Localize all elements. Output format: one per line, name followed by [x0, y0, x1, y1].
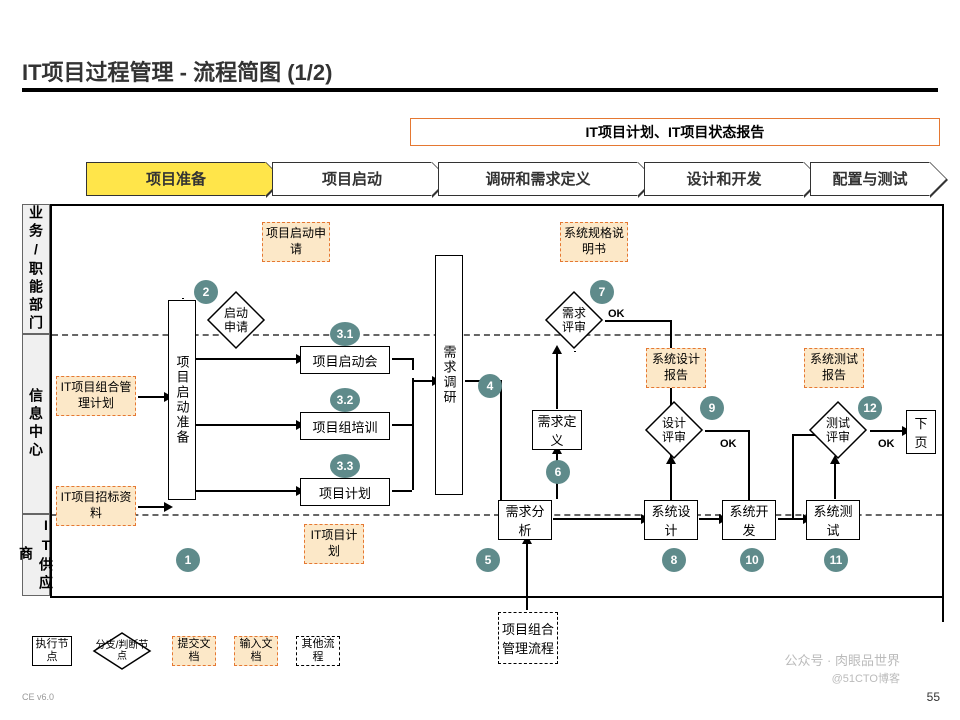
footer-right: 55 — [927, 690, 940, 704]
arrow — [705, 430, 748, 432]
legend-执行节点: 执行节点 — [32, 636, 72, 666]
arrow — [138, 506, 166, 508]
node-research: 需求调研 — [435, 255, 463, 495]
step-num-7: 7 — [590, 280, 614, 304]
arrow — [778, 518, 805, 520]
doc-系统测试报告: 系统测试报告 — [804, 348, 864, 388]
swimlane-2: IT供应商 — [22, 514, 50, 596]
arrow — [870, 430, 904, 432]
legend-提交文档: 提交文档 — [172, 636, 216, 666]
arrow — [556, 352, 558, 409]
arrow — [605, 320, 670, 322]
legend-其他流程: 其他流程 — [296, 636, 340, 666]
arrow — [834, 462, 836, 499]
step-num-3.3: 3.3 — [330, 454, 360, 478]
doc-IT项目计划: IT项目计划 — [304, 524, 364, 564]
step-num-2: 2 — [194, 280, 218, 304]
node-analysis: 需求分析 — [498, 500, 552, 540]
step-num-11: 11 — [824, 548, 848, 572]
swim-border — [942, 204, 944, 622]
title-underline — [22, 88, 938, 92]
step-num-3.2: 3.2 — [330, 388, 360, 412]
ok-label: OK — [720, 438, 737, 450]
arrow — [392, 358, 412, 360]
arrow — [392, 490, 412, 492]
arrow — [412, 380, 434, 382]
arrow — [196, 490, 298, 492]
ok-label: OK — [608, 308, 625, 320]
footer-left: CE v6.0 — [22, 692, 54, 702]
node-combine: 项目组合管理流程 — [498, 612, 558, 664]
step-num-5: 5 — [476, 548, 500, 572]
arrow — [182, 298, 184, 299]
arrow — [699, 518, 721, 520]
step-num-9: 9 — [700, 396, 724, 420]
arrow — [138, 396, 166, 398]
legend-输入文档: 输入文档 — [234, 636, 278, 666]
ok-label: OK — [878, 438, 895, 450]
step-num-6: 6 — [546, 460, 570, 484]
phase-项目准备: 项目准备 — [86, 162, 266, 196]
top-banner: IT项目计划、IT项目状态报告 — [410, 118, 940, 146]
node-meeting: 项目启动会 — [300, 346, 390, 374]
arrow — [196, 424, 298, 426]
phase-设计和开发: 设计和开发 — [644, 162, 804, 196]
swim-border — [50, 596, 944, 598]
step-num-4: 4 — [478, 374, 502, 398]
node-define: 需求定义 — [532, 410, 582, 450]
node-plan: 项目计划 — [300, 478, 390, 506]
node-sysdesign: 系统设计 — [644, 500, 698, 540]
diamond-text-designreview: 设计评审 — [644, 400, 704, 460]
swim-border — [50, 204, 944, 206]
doc-系统规格说明书: 系统规格说明书 — [560, 222, 628, 262]
phase-项目启动: 项目启动 — [272, 162, 432, 196]
step-num-3.1: 3.1 — [330, 322, 360, 346]
arrow — [670, 462, 672, 499]
doc-IT项目招标资料: IT项目招标资料 — [56, 486, 136, 526]
doc-项目启动申请: 项目启动申请 — [262, 222, 330, 262]
node-prep: 项目启动准备 — [168, 300, 196, 500]
arrow — [574, 351, 576, 352]
arrow — [526, 542, 528, 610]
node-nextpage: 下页 — [906, 410, 936, 454]
watermark-2: @51CTO博客 — [832, 670, 900, 686]
doc-IT项目组合管理计划: IT项目组合管理计划 — [56, 376, 136, 416]
swimlane-1: 信息中心 — [22, 334, 50, 514]
node-sysdev: 系统开发 — [722, 500, 776, 540]
step-num-8: 8 — [662, 548, 686, 572]
swimlane-0: 业务/职能部门 — [22, 204, 50, 334]
node-training: 项目组培训 — [300, 412, 390, 440]
step-num-1: 1 — [176, 548, 200, 572]
arrow — [748, 430, 750, 500]
arrow — [196, 358, 298, 360]
arrow — [553, 518, 643, 520]
step-num-12: 12 — [858, 396, 882, 420]
node-systest: 系统测试 — [806, 500, 860, 540]
step-num-10: 10 — [740, 548, 764, 572]
doc-系统设计报告: 系统设计报告 — [646, 348, 706, 388]
arrow-head — [164, 502, 173, 512]
arrow — [412, 386, 414, 490]
arrow — [412, 358, 414, 370]
arrow — [792, 434, 794, 518]
arrow — [500, 380, 502, 500]
phase-调研和需求定义: 调研和需求定义 — [438, 162, 638, 196]
watermark-1: 公众号 · 肉眼品世界 — [784, 650, 900, 669]
page-title: IT项目过程管理 - 流程简图 (1/2) — [22, 55, 332, 87]
phase-配置与测试: 配置与测试 — [810, 162, 930, 196]
arrow — [392, 424, 412, 426]
legend-分支/判断节点: 分支/判断节点 — [92, 631, 152, 671]
